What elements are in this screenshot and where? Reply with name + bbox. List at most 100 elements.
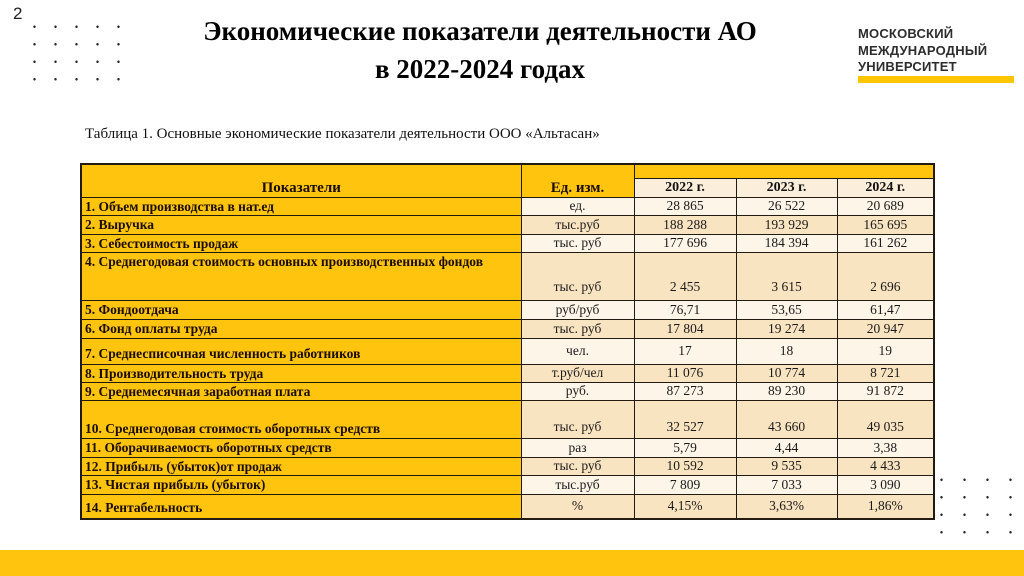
unit-cell: тыс. руб — [520, 251, 635, 301]
table-row: 11. Оборачиваемость оборотных средств ра… — [80, 437, 935, 458]
indicators-table: Показатели Ед. изм. 2022 г. 2023 г. 2024… — [80, 163, 936, 520]
header-year-2022: 2022 г. — [633, 177, 737, 198]
unit-cell: ед. — [520, 196, 635, 216]
unit-cell: % — [520, 493, 635, 520]
table-row: 14. Рентабельность % 4,15% 3,63% 1,86% — [80, 493, 935, 520]
value-cell-2022: 17 — [633, 337, 737, 365]
table-row: 9. Среднемесячная заработная плата руб. … — [80, 381, 935, 401]
unit-cell: руб. — [520, 381, 635, 401]
unit-cell: тыс. руб — [520, 399, 635, 439]
value-cell-2024: 61,47 — [836, 299, 935, 320]
value-cell-2022: 177 696 — [633, 233, 737, 253]
value-cell-2024: 3,38 — [836, 437, 935, 458]
value-cell-2024: 91 872 — [836, 381, 935, 401]
table-row: 4. Среднегодовая стоимость основных прои… — [80, 251, 935, 301]
value-cell-2022: 17 804 — [633, 318, 737, 339]
value-cell-2022: 28 865 — [633, 196, 737, 216]
unit-cell: т.руб/чел — [520, 363, 635, 383]
unit-cell: руб/руб — [520, 299, 635, 320]
indicator-name-cell: 5. Фондоотдача — [80, 299, 522, 320]
table-row: 5. Фондоотдача руб/руб 76,71 53,65 61,47 — [80, 299, 935, 320]
value-cell-2023: 193 929 — [735, 214, 838, 235]
unit-cell: тыс. руб — [520, 233, 635, 253]
table-caption: Таблица 1. Основные экономические показа… — [85, 126, 600, 142]
top-left-dot-grid — [24, 18, 130, 84]
bottom-accent-bar — [0, 550, 1024, 576]
table-row: 3. Себестоимость продаж тыс. руб 177 696… — [80, 233, 935, 253]
indicator-name-cell: 11. Оборачиваемость оборотных средств — [80, 437, 522, 458]
value-cell-2024: 165 695 — [836, 214, 935, 235]
unit-cell: чел. — [520, 337, 635, 365]
header-band-row: Показатели Ед. изм. — [80, 163, 935, 198]
value-cell-2023: 18 — [735, 337, 838, 365]
value-cell-2022: 2 455 — [633, 251, 737, 301]
university-logo: МОСКОВСКИЙ МЕЖДУНАРОДНЫЙ УНИВЕРСИТЕТ — [858, 26, 1018, 76]
value-cell-2023: 19 274 — [735, 318, 838, 339]
value-cell-2023: 184 394 — [735, 233, 838, 253]
table-row: 10. Среднегодовая стоимость оборотных ср… — [80, 399, 935, 439]
value-cell-2024: 19 — [836, 337, 935, 365]
slide-title: Экономические показатели деятельности АО… — [120, 12, 840, 88]
header-year-2023: 2023 г. — [735, 177, 838, 198]
value-cell-2024: 1,86% — [836, 493, 935, 520]
indicator-name-cell: 14. Рентабельность — [80, 493, 522, 520]
value-cell-2023: 53,65 — [735, 299, 838, 320]
table-row: 12. Прибыль (убыток)от продаж тыс. руб 1… — [80, 456, 935, 476]
value-cell-2022: 188 288 — [633, 214, 737, 235]
value-cell-2023: 9 535 — [735, 456, 838, 476]
indicator-name-cell: 4. Среднегодовая стоимость основных прои… — [80, 251, 522, 301]
unit-cell: тыс. руб — [520, 318, 635, 339]
logo-line-1: МОСКОВСКИЙ — [858, 26, 954, 41]
indicator-name-cell: 13. Чистая прибыль (убыток) — [80, 474, 522, 495]
value-cell-2022: 32 527 — [633, 399, 737, 439]
value-cell-2023: 4,44 — [735, 437, 838, 458]
table-row: 13. Чистая прибыль (убыток) тыс.руб 7 80… — [80, 474, 935, 495]
value-cell-2023: 7 033 — [735, 474, 838, 495]
value-cell-2024: 161 262 — [836, 233, 935, 253]
value-cell-2022: 11 076 — [633, 363, 737, 383]
indicator-name-cell: 6. Фонд оплаты труда — [80, 318, 522, 339]
table-row: 1. Объем производства в нат.ед ед. 28 86… — [80, 196, 935, 216]
value-cell-2024: 4 433 — [836, 456, 935, 476]
logo-line-2: МЕЖДУНАРОДНЫЙ — [858, 42, 988, 58]
value-cell-2024: 8 721 — [836, 363, 935, 383]
value-cell-2024: 20 947 — [836, 318, 935, 339]
table-row: 6. Фонд оплаты труда тыс. руб 17 804 19 … — [80, 318, 935, 339]
value-cell-2023: 89 230 — [735, 381, 838, 401]
header-unit: Ед. изм. — [520, 163, 635, 198]
indicator-name-cell: 1. Объем производства в нат.ед — [80, 196, 522, 216]
value-cell-2024: 49 035 — [836, 399, 935, 439]
value-cell-2023: 10 774 — [735, 363, 838, 383]
value-cell-2022: 76,71 — [633, 299, 737, 320]
value-cell-2022: 10 592 — [633, 456, 737, 476]
table-row: 7. Среднесписочная численность работнико… — [80, 337, 935, 365]
indicator-name-cell: 3. Себестоимость продаж — [80, 233, 522, 253]
value-cell-2023: 43 660 — [735, 399, 838, 439]
value-cell-2024: 3 090 — [836, 474, 935, 495]
header-year-2024: 2024 г. — [836, 177, 935, 198]
value-cell-2023: 26 522 — [735, 196, 838, 216]
unit-cell: тыс.руб — [520, 474, 635, 495]
unit-cell: тыс. руб — [520, 456, 635, 476]
unit-cell: раз — [520, 437, 635, 458]
header-years-row: 2022 г. 2023 г. 2024 г. — [81, 177, 935, 198]
indicator-name-cell: 10. Среднегодовая стоимость оборотных ср… — [80, 399, 522, 439]
header-indicators: Показатели — [80, 163, 522, 198]
value-cell-2022: 87 273 — [633, 381, 737, 401]
value-cell-2022: 4,15% — [633, 493, 737, 520]
indicator-name-cell: 2. Выручка — [80, 214, 522, 235]
value-cell-2022: 7 809 — [633, 474, 737, 495]
logo-underline — [858, 76, 1014, 83]
indicator-name-cell: 12. Прибыль (убыток)от продаж — [80, 456, 522, 476]
page-number: 2 — [13, 4, 23, 23]
indicator-name-cell: 9. Среднемесячная заработная плата — [80, 381, 522, 401]
table-row: 2. Выручка тыс.руб 188 288 193 929 165 6… — [80, 214, 935, 235]
logo-line-3: УНИВЕРСИТЕТ — [858, 59, 957, 74]
bottom-right-dot-grid — [930, 471, 1022, 537]
indicator-name-cell: 8. Производительность труда — [80, 363, 522, 383]
value-cell-2024: 20 689 — [836, 196, 935, 216]
title-line-2: в 2022-2024 годах — [374, 54, 586, 84]
header-years-band — [633, 163, 935, 179]
indicator-name-cell: 7. Среднесписочная численность работнико… — [80, 337, 522, 365]
